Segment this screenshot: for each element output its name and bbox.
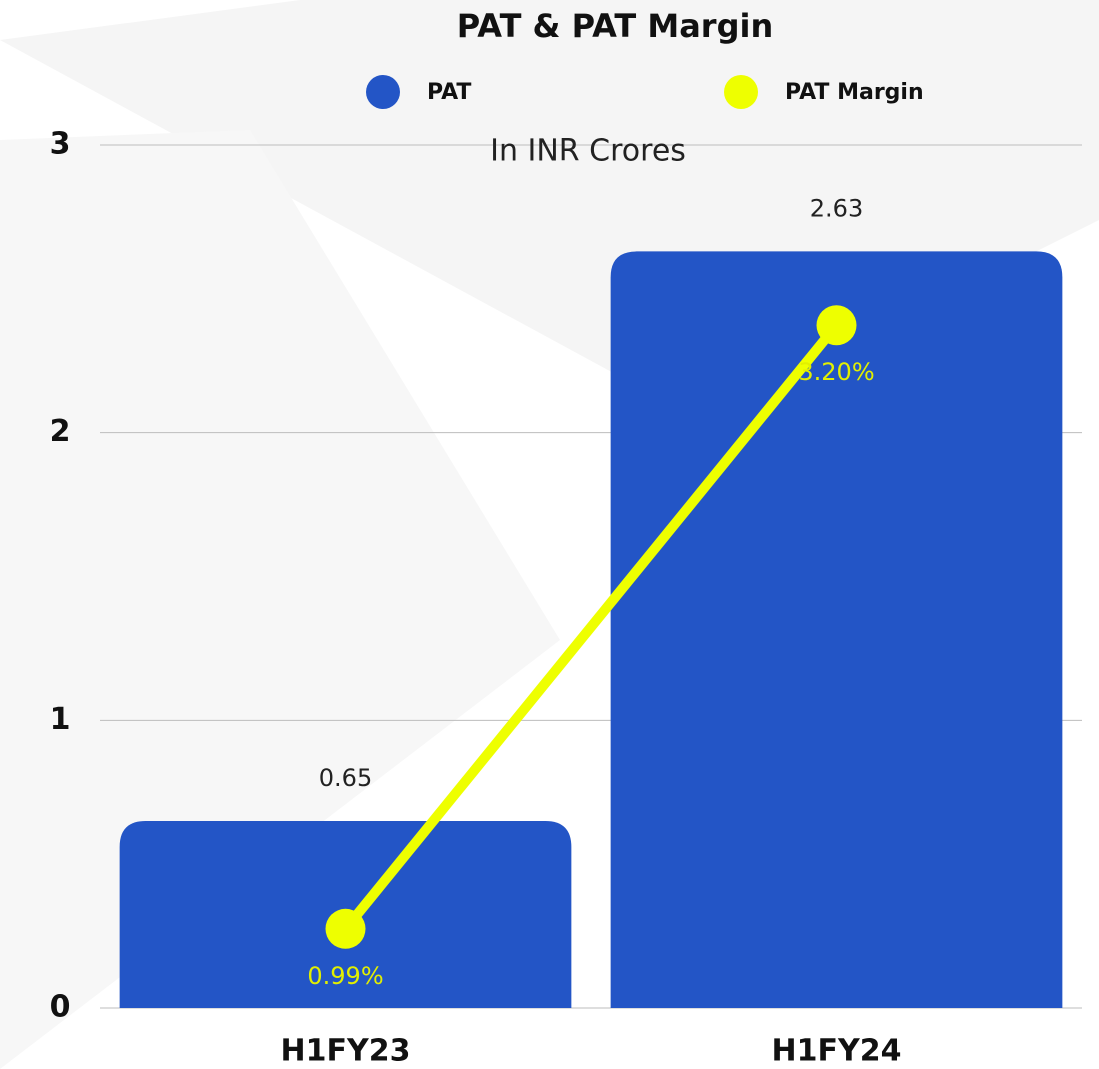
legend-swatch [724, 75, 758, 109]
bar [610, 251, 1063, 1009]
bar-value-label: 0.65 [319, 764, 372, 792]
line [341, 322, 841, 932]
y-tick-label: 2 [50, 414, 71, 449]
chart-subtitle: In INR Crores [490, 134, 686, 169]
legend-label: PAT [427, 80, 471, 105]
y-tick-label: 3 [50, 127, 71, 162]
y-tick-label: 0 [50, 990, 71, 1025]
bar-value-label: 2.63 [810, 194, 863, 222]
legend-swatch [366, 75, 400, 109]
x-tick-label: H1FY23 [281, 1034, 411, 1069]
line-value-label: 0.99% [307, 962, 383, 990]
x-tick-label: H1FY24 [772, 1034, 902, 1069]
line-marker [325, 908, 366, 949]
line-marker [816, 305, 857, 346]
line-value-label: 3.20% [798, 358, 874, 386]
legend-label: PAT Margin [785, 80, 924, 105]
chart-title: PAT & PAT Margin [457, 7, 773, 45]
y-tick-label: 1 [50, 702, 71, 737]
